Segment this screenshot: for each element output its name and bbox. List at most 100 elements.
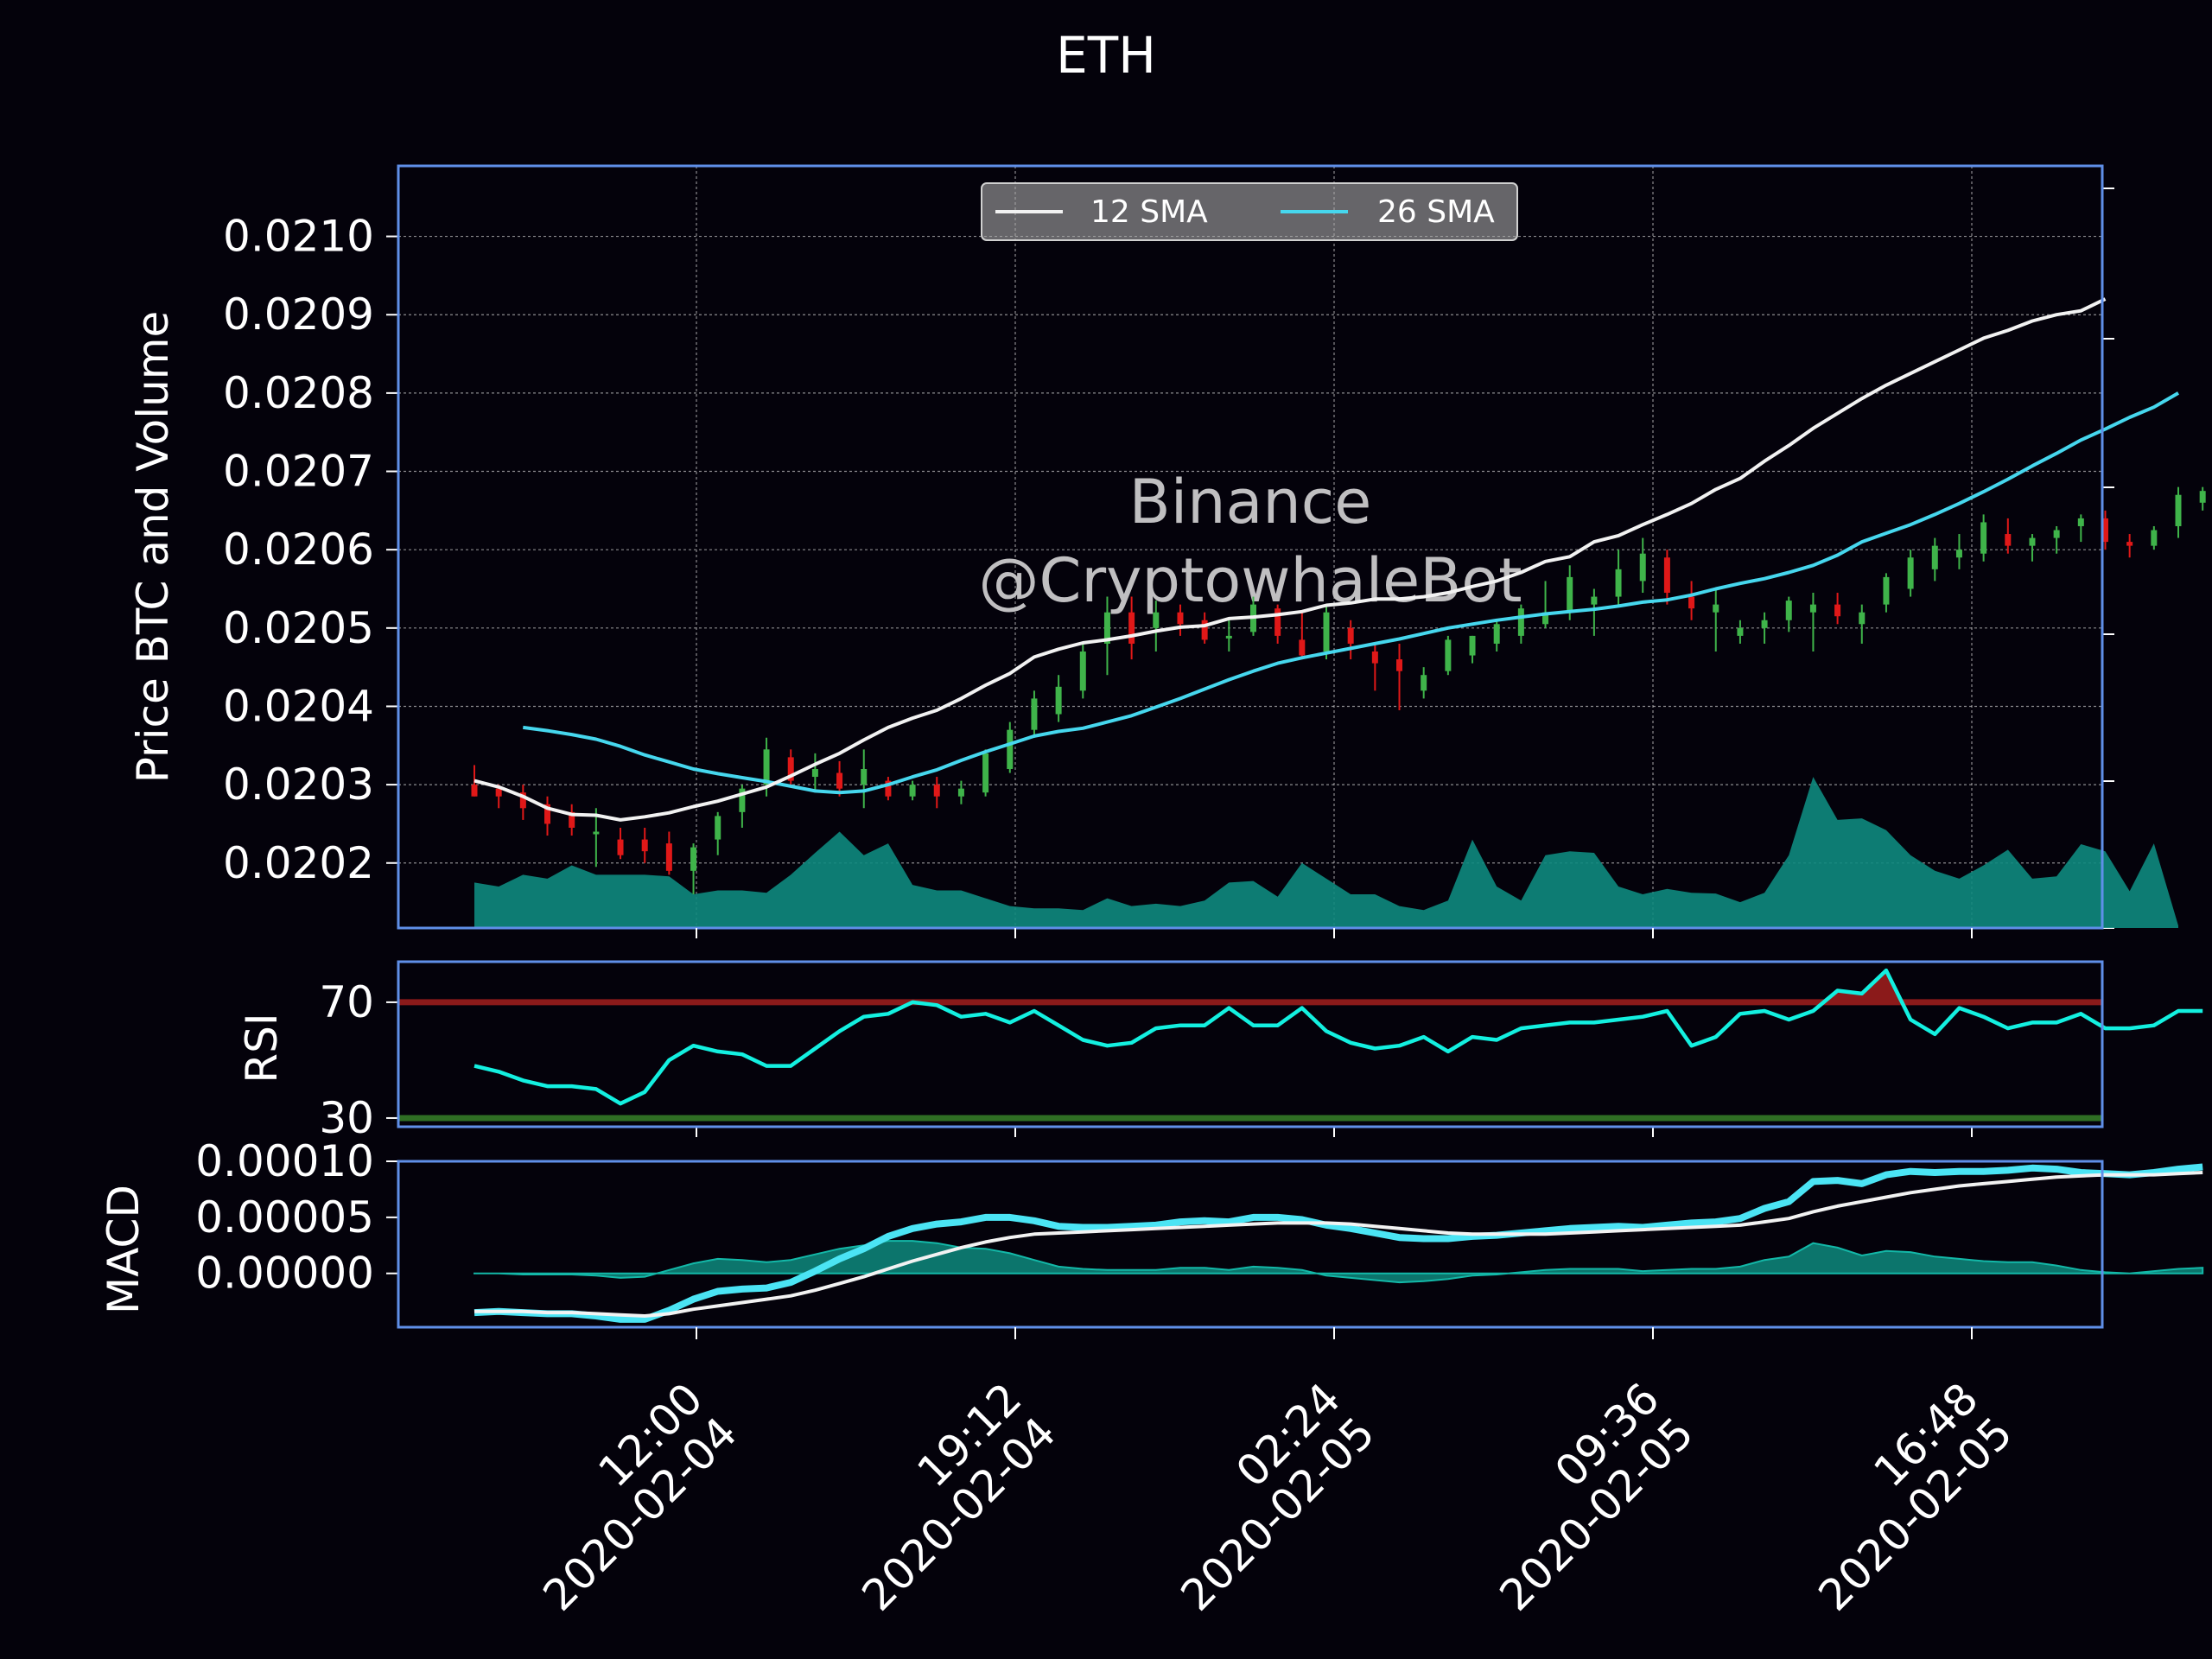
candle-body (1591, 596, 1598, 605)
candle-body (1688, 596, 1695, 609)
candle (1591, 588, 1598, 636)
candle (1809, 593, 1816, 652)
candle-body (2101, 518, 2108, 543)
legend-box (981, 182, 1518, 241)
candle (2077, 514, 2084, 543)
candle-body (982, 753, 989, 793)
candle-body (739, 788, 746, 812)
price-panel: 0.0202 0.0203 0.0204 0.0205 0.0206 0.0207 0.02… (128, 164, 2206, 930)
candle (1615, 550, 1622, 605)
candle (1323, 604, 1330, 660)
candle (1761, 612, 1768, 644)
candle-body (1055, 686, 1062, 715)
price-ytick-label: 0.0204 (223, 681, 374, 731)
candle (1663, 550, 1670, 605)
price-ytick-label: 0.0209 (223, 289, 374, 340)
candle-body (1103, 612, 1110, 644)
candle (1907, 550, 1914, 597)
candle (1834, 593, 1841, 625)
candle (1347, 620, 1354, 660)
candle-body (1421, 675, 1427, 691)
candle-body (1128, 612, 1135, 644)
candle-body (836, 772, 843, 789)
candle-body (811, 768, 818, 778)
sma26-line (523, 391, 2180, 795)
price-ytick-label: 0.0206 (223, 524, 374, 575)
signal-line (474, 1171, 2203, 1318)
candle-body (1517, 608, 1524, 636)
candle-body (617, 839, 624, 855)
candle-body (569, 811, 575, 828)
candle (1225, 620, 1232, 652)
candle-body (1274, 608, 1281, 636)
candle (1493, 620, 1500, 652)
candle-body (2029, 537, 2036, 546)
candle-body (1225, 635, 1232, 639)
macd-ytick-label: 0.00005 (195, 1192, 374, 1243)
candle-body (2005, 534, 2012, 546)
candle-body (1955, 550, 1962, 558)
candle (2053, 525, 2060, 554)
candle (2101, 510, 2108, 550)
price-ytick-label: 0.0208 (223, 368, 374, 418)
candle (2005, 518, 2012, 554)
candle-body (471, 785, 478, 797)
price-ytick-label: 0.0210 (223, 212, 374, 262)
macd-panel: 0.00000 0.00005 0.00010 MACD (99, 1136, 2204, 1329)
candle (617, 827, 624, 860)
candle-body (1323, 612, 1330, 652)
candle-body (1980, 522, 1987, 554)
candle (641, 827, 648, 863)
legend: 12 SMA 26 SMA (981, 182, 1518, 241)
watermark-line-2: @CryptowhaleBot (978, 545, 1522, 616)
candle-body (861, 768, 868, 785)
candle (1371, 643, 1378, 691)
candle (1445, 635, 1452, 676)
candle-body (641, 839, 648, 852)
candle (1469, 635, 1476, 664)
watermark: Binance @CryptowhaleBot (978, 467, 1522, 616)
candle-body (1834, 604, 1841, 617)
candle-body (909, 785, 916, 797)
candle-body (1737, 627, 1744, 636)
candle-body (1663, 557, 1670, 594)
candle (1542, 581, 1549, 628)
candle-body (1371, 652, 1378, 664)
candle-body (2077, 518, 2084, 526)
candle-body (1859, 612, 1866, 625)
rsi-ylabel: RSI (237, 1013, 287, 1083)
price-ytick-label: 0.0203 (223, 760, 374, 810)
candle (787, 749, 794, 785)
candle-body (1079, 652, 1086, 691)
macd-ytick-label: 0.00000 (195, 1249, 374, 1299)
candle-body (2126, 542, 2133, 546)
candle (739, 785, 746, 828)
candle-body (715, 816, 721, 840)
candle (1931, 537, 1938, 582)
candle (1201, 612, 1208, 644)
candle (982, 749, 989, 797)
candle-body (1542, 612, 1549, 625)
candle-body (933, 785, 940, 797)
candle (2126, 534, 2133, 558)
candle-body (1347, 627, 1354, 644)
sma12-line (474, 297, 2107, 822)
macd-histogram-area (474, 1240, 2204, 1284)
candle-body (1445, 639, 1452, 671)
macd-frame (397, 1160, 2104, 1329)
candle-body (1567, 576, 1573, 613)
candle (1639, 537, 1646, 594)
price-ytick-label: 0.0202 (223, 838, 374, 888)
candle-body (690, 847, 697, 871)
candle (2175, 486, 2182, 538)
candle (1883, 573, 1890, 613)
candle (1859, 604, 1866, 644)
chart-title: ETH (1056, 26, 1156, 85)
candle (471, 765, 478, 797)
candle (2199, 486, 2206, 511)
candle-body (1007, 729, 1014, 769)
candle-body (2199, 491, 2206, 503)
candle (1079, 643, 1086, 699)
candle-body (763, 749, 770, 785)
